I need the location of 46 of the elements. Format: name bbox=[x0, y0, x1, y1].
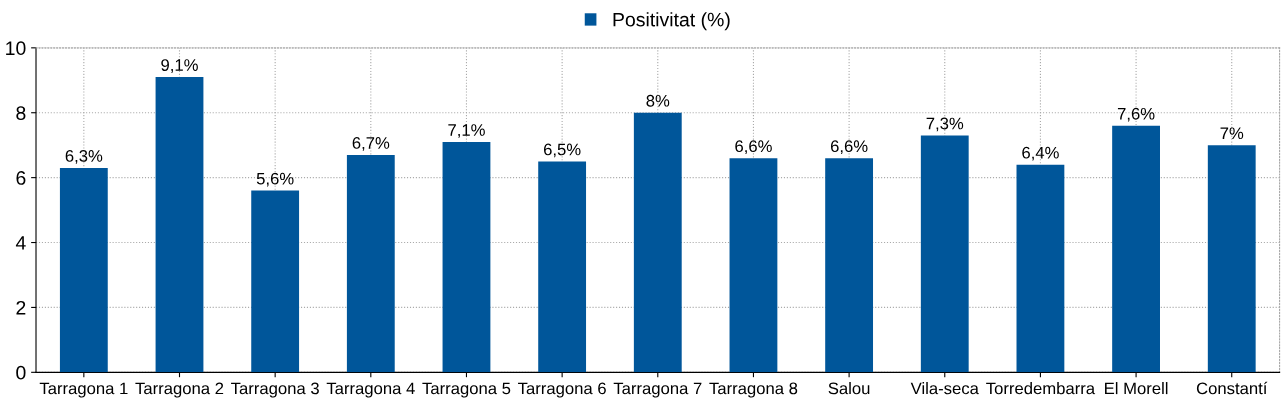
data-label: 7% bbox=[1220, 127, 1244, 140]
x-tick-label: Tarragona 7 bbox=[613, 382, 702, 398]
legend-label: Positivitat (%) bbox=[613, 12, 730, 31]
data-label: 6,6% bbox=[735, 140, 772, 155]
x-tick-label: Tarragona 6 bbox=[518, 382, 606, 398]
x-tick-label: Tarragona 4 bbox=[326, 382, 415, 398]
y-tick-label: 2 bbox=[16, 300, 26, 315]
bar bbox=[633, 112, 682, 373]
x-tick-label: Vila-seca bbox=[910, 382, 979, 395]
x-tick-label: Tarragona 1 bbox=[39, 382, 128, 398]
data-label: 9,1% bbox=[161, 59, 198, 73]
bar bbox=[442, 141, 491, 373]
bar bbox=[1207, 145, 1256, 373]
y-tick-label: 10 bbox=[6, 41, 26, 56]
x-tick-label: Tarragona 2 bbox=[135, 382, 224, 398]
data-label: 6,4% bbox=[1022, 146, 1059, 161]
x-tick-label: Tarragona 5 bbox=[422, 382, 511, 398]
data-label: 8% bbox=[646, 94, 670, 107]
bar bbox=[729, 158, 778, 373]
x-tick-label: Torredembarra bbox=[986, 382, 1096, 395]
data-label: 7,1% bbox=[448, 124, 485, 138]
data-label: 6,6% bbox=[830, 140, 868, 155]
x-tick-label: Tarragona 3 bbox=[231, 382, 319, 398]
bar bbox=[251, 190, 300, 373]
y-tick-label: 4 bbox=[15, 236, 26, 250]
x-tick-label: Salou bbox=[828, 382, 870, 395]
bar bbox=[920, 135, 969, 373]
y-tick-label: 6 bbox=[16, 171, 26, 185]
bar bbox=[825, 158, 874, 373]
data-label: 7,6% bbox=[1117, 107, 1155, 122]
data-label: 6,3% bbox=[65, 150, 103, 164]
y-tick-label: 8 bbox=[16, 106, 26, 120]
x-tick-label: Constantí bbox=[1196, 381, 1268, 395]
x-tick-label: El Morell bbox=[1105, 382, 1168, 395]
bar bbox=[1016, 164, 1065, 373]
data-label: 6,7% bbox=[352, 137, 390, 151]
bar bbox=[1112, 125, 1160, 373]
x-tick-label: Tarragona 8 bbox=[709, 382, 798, 398]
data-label: 7,3% bbox=[926, 117, 964, 132]
data-label: 6,5% bbox=[543, 143, 581, 158]
bar bbox=[538, 161, 587, 373]
bar bbox=[155, 77, 204, 373]
bar bbox=[346, 154, 395, 373]
y-tick-label: 0 bbox=[16, 365, 26, 380]
bar bbox=[59, 167, 108, 373]
data-label: 5,6% bbox=[256, 172, 294, 187]
